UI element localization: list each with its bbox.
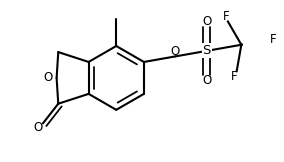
Text: O: O [202, 15, 211, 28]
Text: O: O [202, 74, 211, 87]
Text: O: O [34, 121, 43, 133]
Text: F: F [222, 10, 229, 23]
Text: O: O [171, 45, 180, 58]
Text: F: F [231, 69, 238, 82]
Text: O: O [44, 71, 53, 84]
Text: F: F [270, 33, 277, 46]
Text: S: S [202, 44, 211, 57]
